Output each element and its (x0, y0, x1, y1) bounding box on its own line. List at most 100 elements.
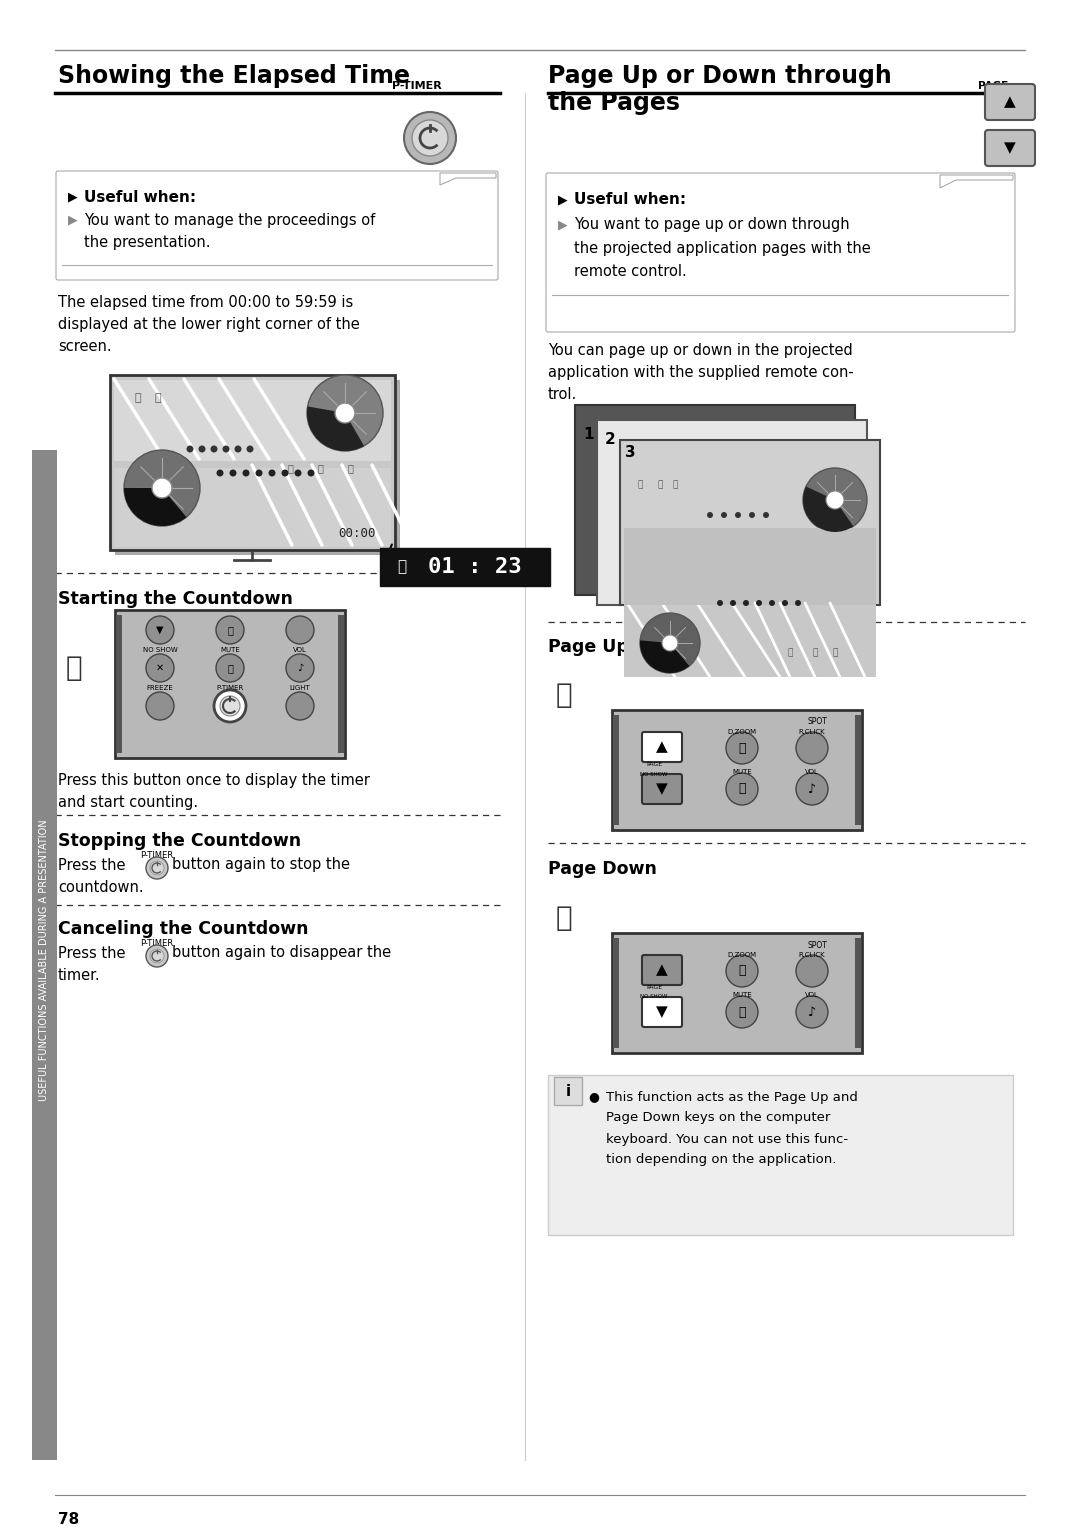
Polygon shape (440, 173, 496, 185)
Text: 🧍: 🧍 (833, 648, 838, 657)
Text: 🧍: 🧍 (318, 463, 323, 472)
Text: You can page up or down in the projected: You can page up or down in the projected (548, 342, 853, 358)
Circle shape (187, 445, 193, 453)
Circle shape (243, 469, 249, 477)
Circle shape (146, 654, 174, 682)
Text: Starting the Countdown: Starting the Countdown (58, 590, 293, 609)
Circle shape (152, 479, 172, 498)
Text: 01 : 23: 01 : 23 (428, 557, 522, 576)
Text: 🔇: 🔇 (739, 783, 746, 795)
Bar (548, 1075, 1013, 1235)
Text: 📱: 📱 (556, 904, 572, 933)
Text: 🧍: 🧍 (135, 393, 141, 404)
Text: ▲: ▲ (657, 962, 667, 977)
Text: D.ZOOM: D.ZOOM (728, 953, 757, 959)
Text: ♪: ♪ (808, 783, 816, 795)
Circle shape (726, 732, 758, 764)
Text: ▼: ▼ (157, 625, 164, 635)
Text: SPOT: SPOT (807, 940, 827, 950)
Bar (114, 381, 391, 462)
Text: Useful when:: Useful when: (84, 190, 197, 205)
Text: Canceling the Countdown: Canceling the Countdown (58, 920, 309, 937)
Circle shape (216, 654, 244, 682)
Text: i: i (566, 1084, 570, 1098)
Text: ▶: ▶ (558, 219, 568, 231)
Circle shape (308, 469, 314, 477)
Text: NO SHOW: NO SHOW (640, 994, 667, 1000)
Bar (114, 468, 391, 547)
Circle shape (721, 512, 727, 518)
Circle shape (214, 690, 246, 722)
Circle shape (150, 950, 164, 963)
Bar (114, 381, 400, 555)
Text: remote control.: remote control. (573, 263, 687, 278)
Bar (554, 1076, 582, 1105)
FancyBboxPatch shape (985, 130, 1035, 167)
Text: Page Down keys on the computer: Page Down keys on the computer (606, 1112, 831, 1124)
Circle shape (707, 512, 713, 518)
Text: 📱: 📱 (556, 680, 572, 709)
Bar (110, 375, 395, 550)
Text: 🧍: 🧍 (347, 463, 353, 472)
Circle shape (222, 445, 229, 453)
Text: 🧍: 🧍 (787, 648, 793, 657)
Circle shape (762, 512, 769, 518)
Text: 🧍: 🧍 (154, 393, 161, 404)
Text: 🧍: 🧍 (673, 480, 677, 489)
FancyBboxPatch shape (985, 84, 1035, 119)
FancyBboxPatch shape (642, 997, 681, 1027)
Bar (855, 716, 861, 826)
Circle shape (269, 469, 275, 477)
Bar (32, 450, 57, 1460)
Text: screen.: screen. (58, 339, 111, 355)
Text: button again to disappear the: button again to disappear the (172, 945, 391, 960)
Text: the presentation.: the presentation. (84, 235, 211, 251)
FancyBboxPatch shape (56, 171, 498, 280)
Circle shape (750, 512, 755, 518)
Text: PAGE: PAGE (646, 761, 662, 768)
Text: Useful when:: Useful when: (573, 193, 686, 208)
Text: Press the: Press the (58, 858, 125, 873)
Text: button again to stop the: button again to stop the (172, 858, 350, 873)
Text: PAGE: PAGE (646, 985, 662, 989)
Circle shape (146, 693, 174, 720)
Circle shape (796, 774, 828, 804)
Bar (116, 615, 122, 752)
Text: ✕: ✕ (156, 664, 164, 673)
Circle shape (756, 599, 762, 605)
Wedge shape (640, 641, 689, 673)
Circle shape (295, 469, 301, 477)
Circle shape (796, 732, 828, 764)
Text: MUTE: MUTE (732, 992, 752, 998)
Circle shape (335, 404, 355, 424)
Text: ▼: ▼ (657, 1005, 667, 1020)
Text: SPOT: SPOT (807, 717, 827, 726)
Text: Page Down: Page Down (548, 859, 657, 878)
Text: Stopping the Countdown: Stopping the Countdown (58, 832, 301, 850)
Circle shape (282, 469, 288, 477)
Circle shape (795, 599, 801, 605)
Bar (613, 937, 619, 1047)
Text: keyboard. You can not use this func-: keyboard. You can not use this func- (606, 1133, 848, 1145)
Text: 1: 1 (583, 427, 594, 442)
Text: FREEZE: FREEZE (147, 685, 174, 691)
FancyBboxPatch shape (642, 732, 681, 761)
Text: NO SHOW: NO SHOW (143, 647, 177, 653)
Text: Showing the Elapsed Time: Showing the Elapsed Time (58, 64, 410, 89)
Text: the Pages: the Pages (548, 92, 680, 115)
Circle shape (211, 445, 217, 453)
Text: R.CLICK: R.CLICK (799, 953, 825, 959)
Text: The elapsed time from 00:00 to 59:59 is: The elapsed time from 00:00 to 59:59 is (58, 295, 353, 310)
Polygon shape (940, 174, 1013, 188)
Text: P-TIMER: P-TIMER (216, 685, 244, 691)
Circle shape (307, 375, 383, 451)
Text: P-TIMER: P-TIMER (140, 939, 174, 948)
Text: application with the supplied remote con-: application with the supplied remote con… (548, 365, 854, 381)
Wedge shape (307, 407, 364, 451)
Bar (620, 440, 880, 605)
Text: and start counting.: and start counting. (58, 795, 198, 810)
Circle shape (804, 468, 867, 532)
Text: R.CLICK: R.CLICK (799, 729, 825, 735)
Circle shape (640, 613, 700, 673)
Text: VOL: VOL (805, 992, 819, 998)
